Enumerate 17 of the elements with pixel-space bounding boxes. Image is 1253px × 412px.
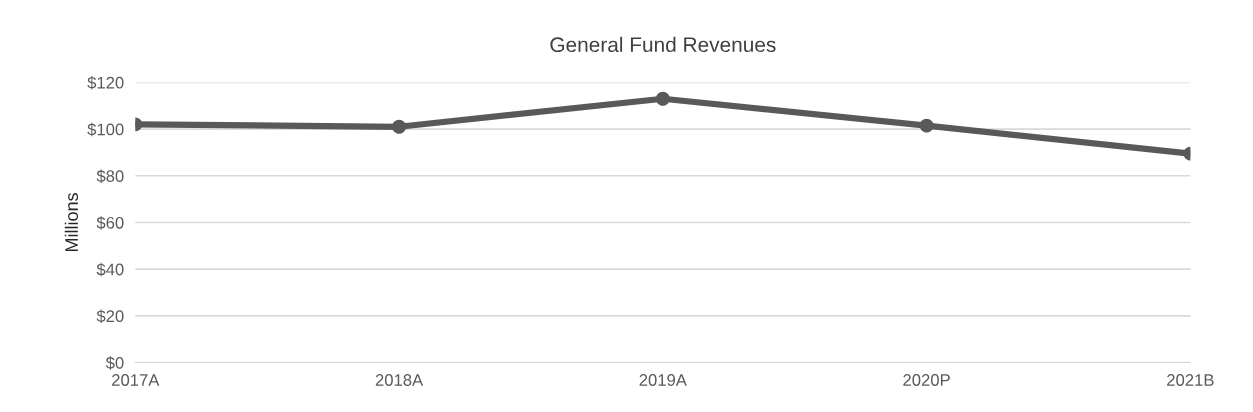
y-axis-title: Millions: [64, 193, 79, 252]
point: [919, 118, 934, 133]
y-tick-label: $60: [96, 216, 124, 230]
point: [392, 119, 407, 134]
y-tick-label: $40: [96, 262, 124, 277]
x-tick-label: 2017A: [112, 374, 160, 386]
y-tick-label: $20: [96, 309, 124, 324]
point: [655, 91, 670, 106]
y-tick-label: $120: [87, 76, 124, 90]
chart-title: General Fund Revenues: [550, 36, 776, 53]
x-tick-label: 2018A: [375, 374, 424, 386]
y-tick-label: $80: [96, 169, 124, 183]
x-tick-label: 2019A: [639, 374, 687, 386]
x-tick-label: 2021B: [1167, 374, 1214, 386]
y-tick-label: $0: [105, 356, 124, 370]
y-tick-label: $100: [87, 122, 124, 137]
x-tick-label: 2020P: [903, 374, 950, 386]
